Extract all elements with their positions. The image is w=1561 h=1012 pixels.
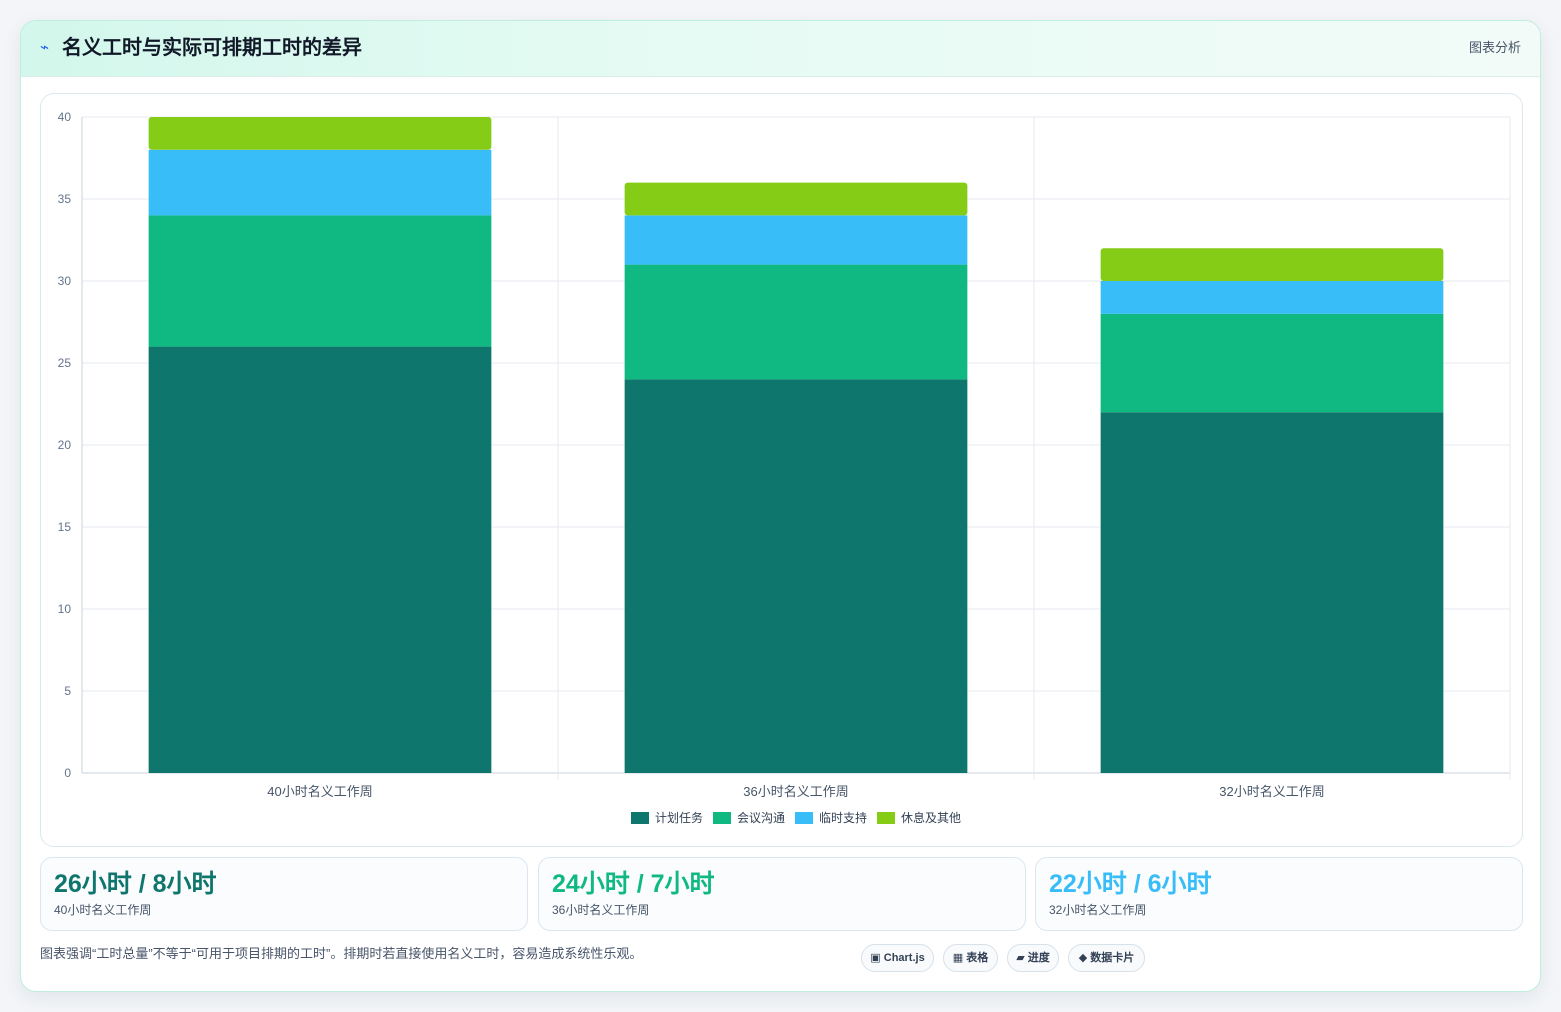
chart-analysis-tag: 图表分析: [1468, 40, 1521, 55]
bar-segment: [148, 215, 492, 347]
chart-panel: 0 5 10 15 20 25 30 35 40 40小时名义工作周 36小时名义工作周 32小时名义…: [40, 93, 1523, 847]
progress-icon: ▰: [1016, 952, 1025, 964]
legend-swatch: [877, 812, 895, 824]
legend-label: 会议沟通: [737, 811, 785, 825]
chart-card: ⌁ 名义工时与实际可排期工时的差异 图表分析 0 5 10 15 20 25 30 35 40 4…: [20, 20, 1541, 992]
bar-segment: [624, 182, 968, 216]
lightning-icon: ⌁: [40, 39, 50, 56]
legend-swatch: [795, 812, 813, 824]
legend-label: 临时支持: [819, 810, 867, 825]
legend-swatch: [713, 812, 731, 824]
y-tick-label: 0: [64, 766, 71, 780]
stat-card-32h: 22小时 / 6小时 32小时名义工作周: [1035, 857, 1523, 931]
y-tick-label: 20: [58, 438, 72, 452]
stacked-bar-chart: 0 5 10 15 20 25 30 35 40 40小时名义工作周 36小时名义工作周 32小时名义…: [58, 110, 1511, 825]
stat-label: 36小时名义工作周: [552, 903, 650, 917]
chip-table[interactable]: ▦ 表格: [943, 944, 998, 972]
x-tick-label: 32小时名义工作周: [1219, 784, 1324, 799]
chip-progress[interactable]: ▰ 进度: [1007, 944, 1059, 972]
stat-label: 40小时名义工作周: [54, 903, 152, 917]
stat-card-40h: 26小时 / 8小时 40小时名义工作周: [40, 857, 528, 931]
bar-segment: [1100, 313, 1444, 413]
stat-label: 32小时名义工作周: [1049, 903, 1147, 917]
chip-label: Chart.js: [883, 952, 925, 964]
chip-label: 数据卡片: [1090, 952, 1135, 964]
chip-label: 进度: [1027, 952, 1050, 964]
footer-note: 图表强调“工时总量”不等于“可用于项目排期的工时”。排期时若直接使用名义工时，容…: [40, 946, 643, 961]
bar-segment: [624, 379, 968, 773]
y-tick-label: 15: [58, 520, 72, 534]
chip-label: 表格: [966, 952, 989, 964]
y-tick-label: 10: [58, 602, 72, 616]
diamond-icon: ◆: [1078, 952, 1088, 964]
y-tick-label: 5: [64, 684, 71, 698]
stat-card-36h: 24小时 / 7小时 36小时名义工作周: [538, 857, 1026, 931]
x-tick-label: 40小时名义工作周: [267, 784, 372, 799]
chip-data-card[interactable]: ◆ 数据卡片: [1068, 944, 1145, 972]
stat-value: 22小时 / 6小时: [1049, 870, 1212, 898]
legend-swatch: [631, 812, 649, 824]
bar-segment: [148, 346, 492, 773]
legend-label: 计划任务: [655, 810, 703, 825]
card-header: ⌁ 名义工时与实际可排期工时的差异 图表分析: [21, 21, 1540, 77]
bar-segment: [148, 149, 492, 216]
chart-icon: ▣: [870, 952, 881, 964]
bar-segment: [1100, 281, 1444, 314]
table-icon: ▦: [952, 952, 964, 964]
stat-value: 24小时 / 7小时: [552, 870, 715, 898]
x-tick-label: 36小时名义工作周: [743, 784, 848, 799]
card-title: 名义工时与实际可排期工时的差异: [62, 37, 362, 59]
y-tick-label: 25: [58, 356, 72, 370]
y-tick-label: 30: [58, 274, 72, 288]
bar-segment: [1100, 412, 1444, 773]
bar-segment: [148, 117, 492, 150]
legend-label: 休息及其他: [901, 810, 961, 825]
y-tick-label: 40: [58, 110, 72, 124]
y-tick-label: 35: [58, 192, 72, 206]
stat-value: 26小时 / 8小时: [54, 870, 217, 898]
bar-segment: [624, 215, 968, 265]
bar-segment: [624, 264, 968, 380]
chip-chartjs[interactable]: ▣ Chart.js: [861, 944, 934, 972]
bar-segment: [1100, 248, 1444, 281]
